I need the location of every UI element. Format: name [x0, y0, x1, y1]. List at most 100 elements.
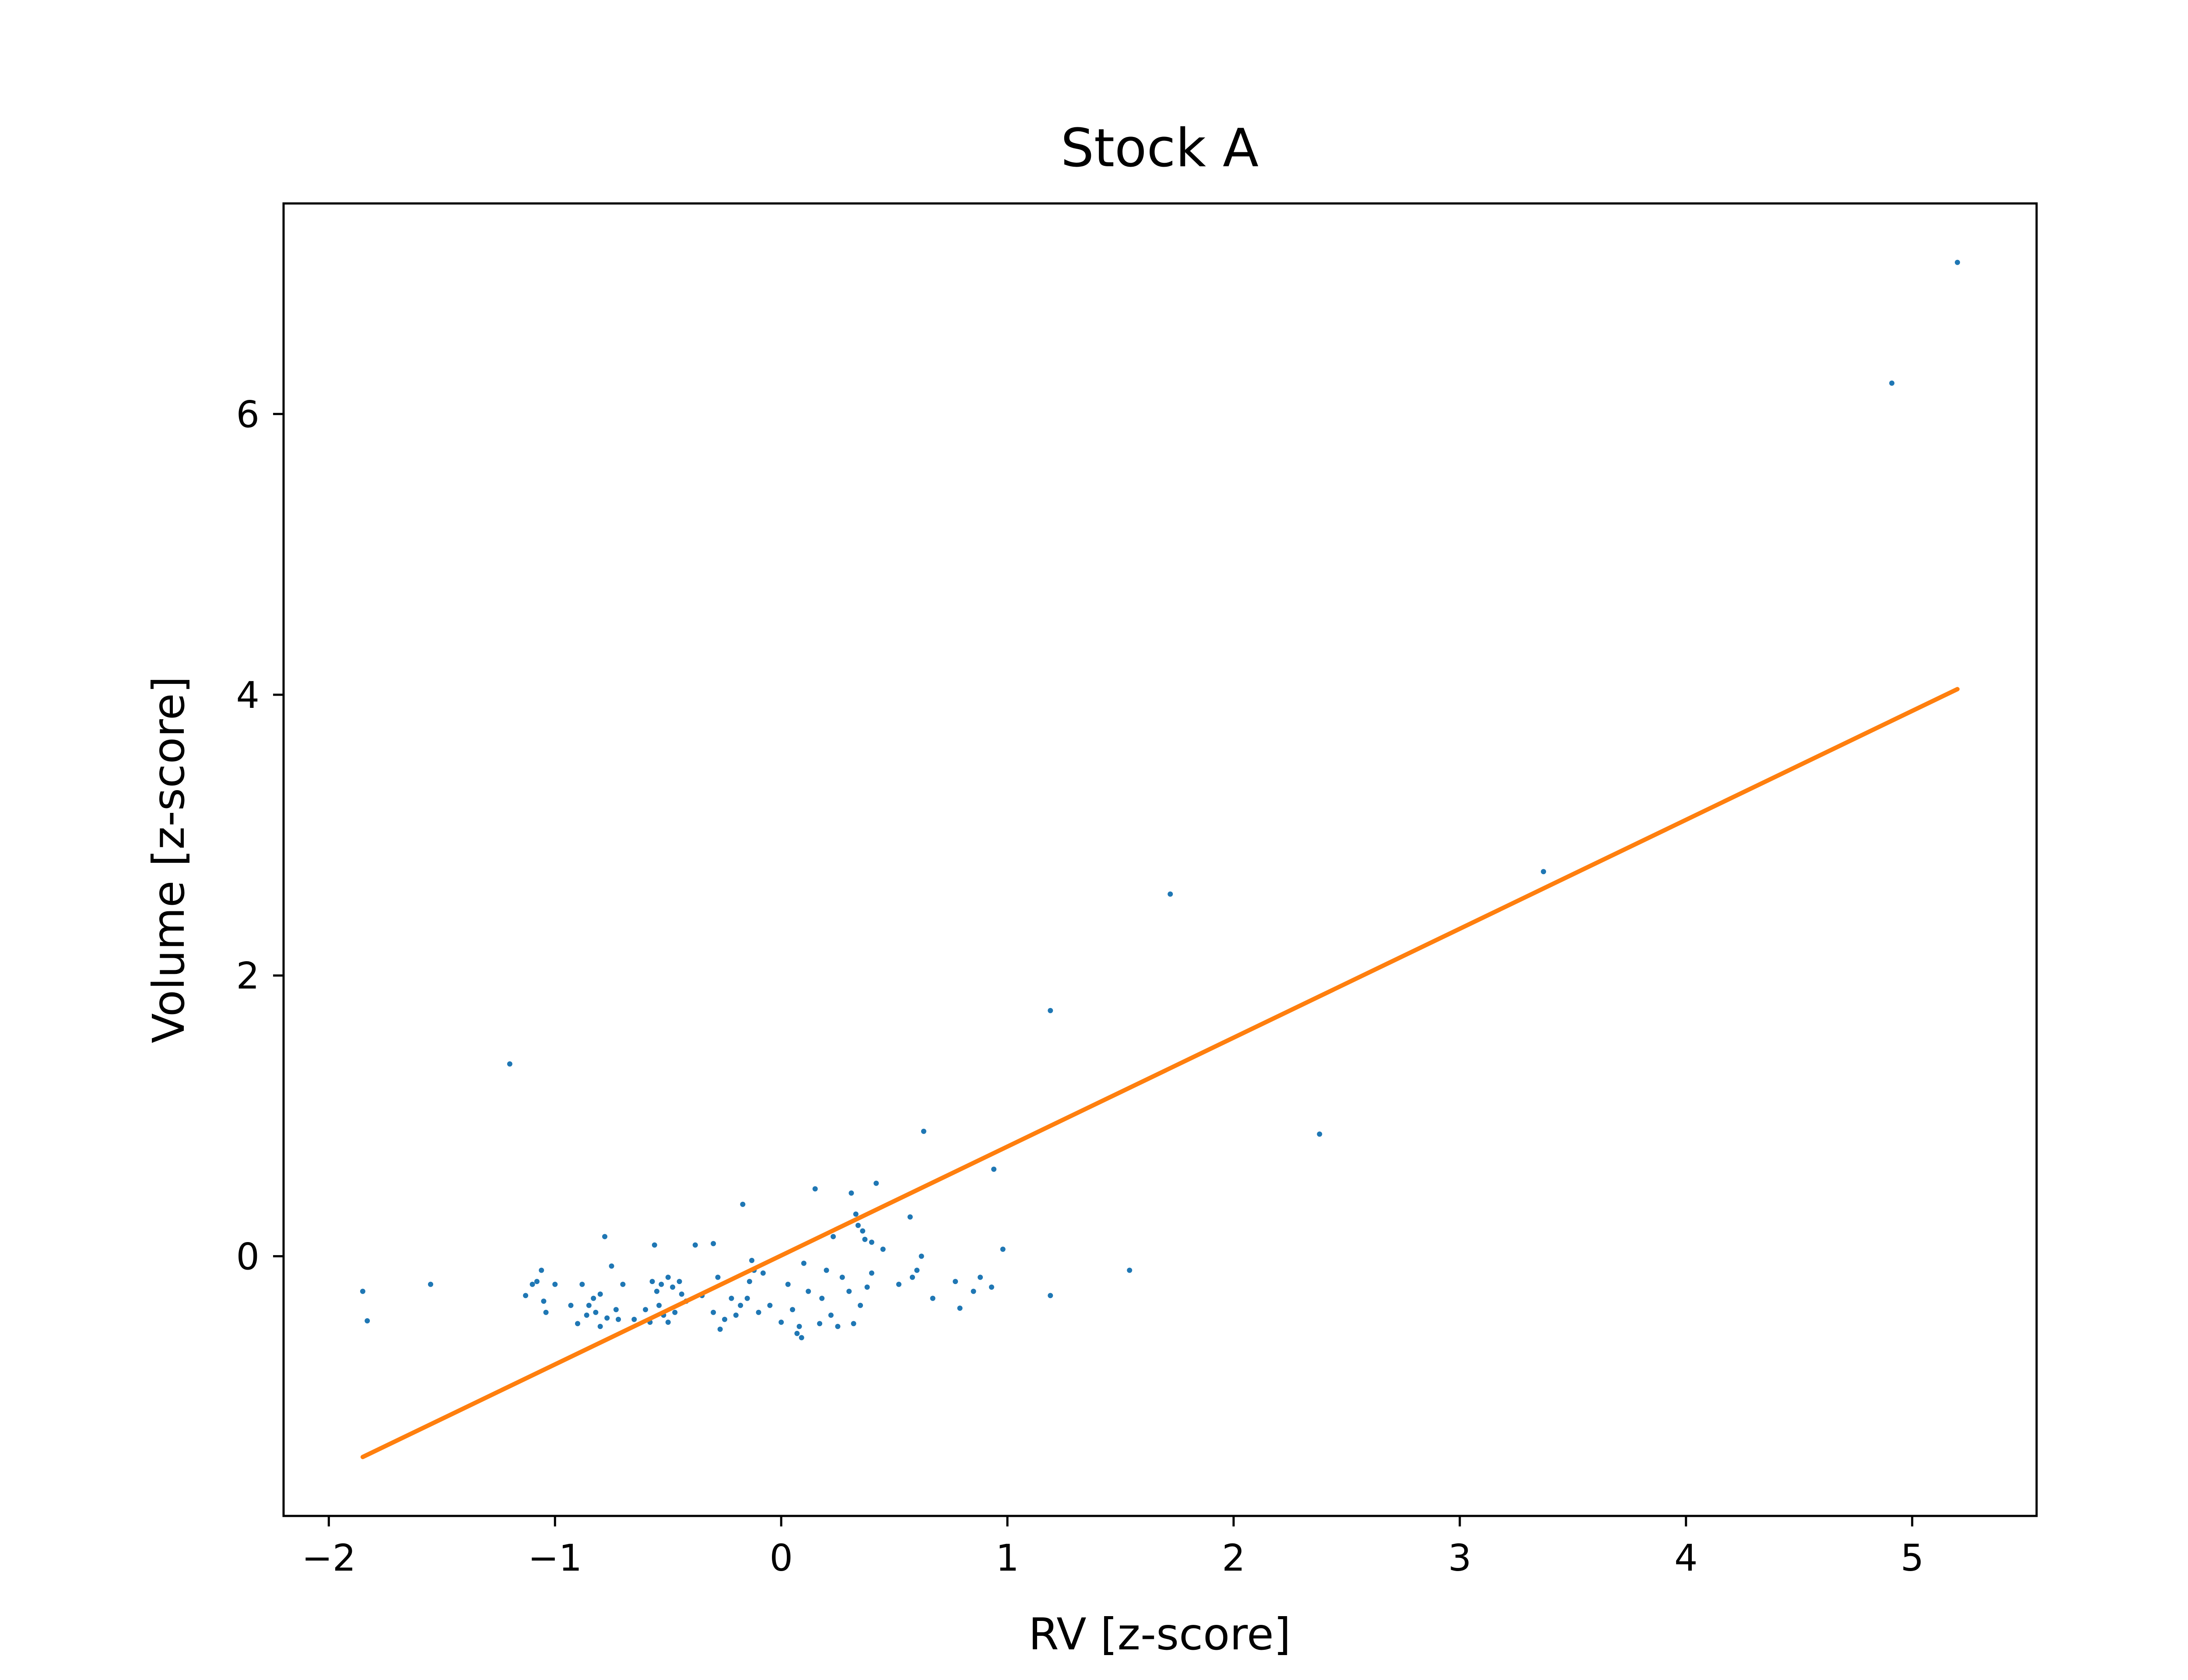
data-point [670, 1284, 676, 1290]
data-point [1000, 1246, 1006, 1252]
data-point [817, 1321, 823, 1326]
data-point [711, 1309, 716, 1315]
data-point [855, 1222, 861, 1228]
data-point [747, 1279, 752, 1284]
data-point [738, 1302, 743, 1308]
data-point [652, 1242, 657, 1248]
data-point [620, 1281, 626, 1287]
data-point [812, 1186, 818, 1192]
data-point [864, 1284, 870, 1290]
data-point [880, 1246, 886, 1252]
y-tick-label: 4 [236, 674, 259, 717]
data-point [643, 1307, 649, 1312]
data-point [991, 1166, 997, 1172]
data-point [767, 1302, 773, 1308]
data-point [824, 1267, 829, 1273]
data-point [831, 1234, 836, 1239]
data-point [919, 1253, 924, 1259]
data-point [672, 1309, 678, 1315]
regression-line [360, 687, 1960, 1460]
data-point [541, 1298, 547, 1304]
data-point [665, 1274, 671, 1280]
data-point [1955, 259, 1960, 265]
data-point [846, 1288, 852, 1294]
x-tick-label: −1 [528, 1536, 582, 1579]
data-point [1317, 1131, 1322, 1137]
data-point [869, 1270, 874, 1276]
data-point [794, 1330, 800, 1336]
data-point [862, 1236, 868, 1242]
data-point [568, 1302, 574, 1308]
x-tick-label: 4 [1674, 1536, 1697, 1579]
data-point [584, 1312, 589, 1318]
data-point [631, 1316, 637, 1322]
data-point [851, 1321, 856, 1326]
data-point [529, 1281, 535, 1287]
data-point [801, 1260, 806, 1266]
data-point [989, 1284, 994, 1290]
data-point [534, 1279, 540, 1284]
data-point [729, 1295, 734, 1301]
data-point [806, 1288, 811, 1294]
data-point [819, 1295, 825, 1301]
data-point [785, 1281, 791, 1287]
data-point [853, 1211, 859, 1217]
data-point [597, 1323, 603, 1329]
data-point [507, 1061, 512, 1067]
data-point [679, 1292, 684, 1297]
data-point [921, 1128, 926, 1134]
data-point [790, 1307, 796, 1312]
x-tick-label: −2 [302, 1536, 356, 1579]
data-point [616, 1316, 621, 1322]
data-point [428, 1281, 433, 1287]
data-point [593, 1309, 599, 1315]
data-point [715, 1274, 721, 1280]
x-axis: −2 −1 0 1 2 3 4 5 [302, 1516, 1924, 1579]
x-axis-title: RV [z-score] [1028, 1609, 1291, 1660]
data-point [953, 1279, 958, 1284]
data-point [828, 1312, 834, 1318]
x-tick-label: 1 [996, 1536, 1019, 1579]
data-point [914, 1267, 920, 1273]
y-tick-label: 6 [236, 393, 259, 436]
data-point [778, 1320, 784, 1325]
y-tick-label: 0 [236, 1235, 259, 1278]
data-point [711, 1241, 716, 1246]
data-point [365, 1318, 370, 1324]
data-point [896, 1281, 901, 1287]
x-tick-label: 2 [1222, 1536, 1245, 1579]
data-point [665, 1320, 671, 1325]
plot-area [360, 259, 1960, 1460]
data-point [799, 1335, 804, 1340]
data-point [873, 1180, 879, 1186]
data-point [930, 1295, 936, 1301]
data-point [740, 1201, 746, 1207]
data-point [860, 1228, 866, 1234]
y-axis: 0 2 4 6 [236, 393, 284, 1278]
data-point [749, 1258, 754, 1264]
data-point [1127, 1267, 1133, 1273]
data-point [575, 1321, 580, 1326]
data-point [909, 1274, 915, 1280]
data-point [659, 1281, 664, 1287]
data-point [360, 1288, 365, 1294]
data-point [649, 1279, 655, 1284]
data-point [1048, 1293, 1053, 1298]
data-point [586, 1302, 592, 1308]
data-point [656, 1302, 662, 1308]
data-point [613, 1307, 619, 1312]
data-point [756, 1309, 761, 1315]
data-point [539, 1267, 544, 1273]
data-point [971, 1288, 976, 1294]
data-point [1048, 1008, 1053, 1013]
data-point [957, 1306, 963, 1311]
data-point [744, 1295, 750, 1301]
data-point [760, 1270, 766, 1276]
data-point [835, 1323, 841, 1329]
data-point [1889, 380, 1895, 386]
data-point [579, 1281, 585, 1287]
y-tick-label: 2 [236, 955, 259, 998]
data-point [609, 1263, 614, 1269]
